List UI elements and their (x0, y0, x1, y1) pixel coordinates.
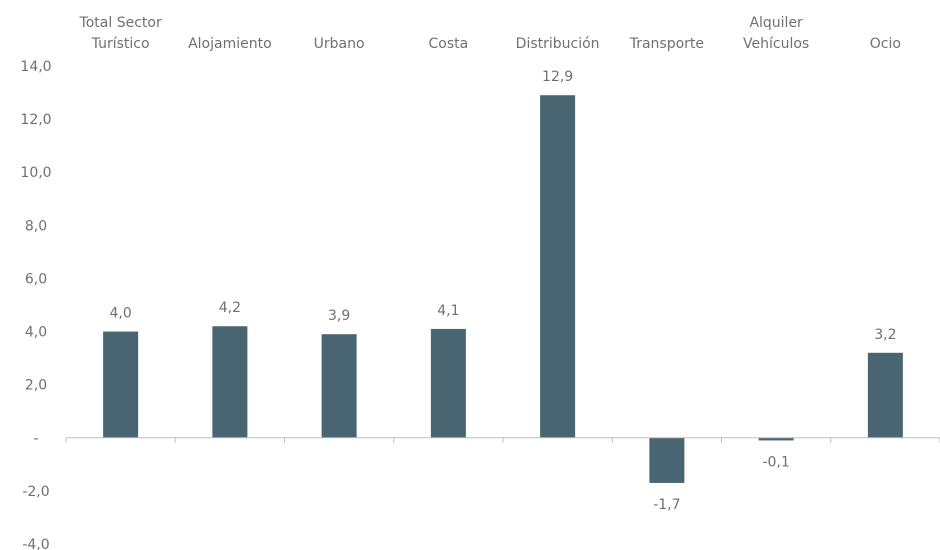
category-labels: Total Sector Turístico Alojamiento Urbano Co… (79, 15, 901, 52)
bar (867, 352, 903, 438)
data-label: 3,9 (328, 308, 350, 324)
category-label: Distribución (516, 36, 600, 52)
data-label: 4,1 (437, 303, 459, 319)
bars (103, 95, 903, 483)
data-label: 3,2 (874, 327, 896, 343)
y-tick-label: - (33, 431, 38, 447)
y-tick-label: 2,0 (25, 378, 47, 394)
data-label: 12,9 (542, 69, 573, 85)
category-label: Urbano (314, 36, 365, 52)
data-label: 4,0 (109, 306, 131, 322)
y-tick-label: 14,0 (20, 59, 51, 75)
category-label: Transporte (629, 36, 704, 52)
data-label: -1,7 (653, 497, 680, 513)
bar (212, 326, 248, 438)
y-axis-tick-labels: 14,0 12,0 10,0 8,0 6,0 4,0 2,0 - -2,0 -4,0 (20, 59, 51, 550)
category-label: Alojamiento (188, 36, 272, 52)
y-tick-label: 8,0 (25, 218, 47, 234)
category-label: Total Sector (79, 15, 162, 31)
y-tick-label: -4,0 (22, 537, 49, 550)
data-label: -0,1 (762, 454, 789, 470)
y-tick-label: 6,0 (25, 271, 47, 287)
category-label: Vehículos (743, 36, 809, 52)
y-tick-label: 10,0 (20, 165, 51, 181)
data-label: 4,2 (219, 300, 241, 316)
data-labels: 4,0 4,2 3,9 4,1 12,9 -1,7 -0,1 3,2 (109, 69, 896, 513)
bar (103, 331, 139, 438)
category-label: Ocio (870, 36, 901, 52)
y-tick-label: 12,0 (20, 112, 51, 128)
y-tick-label: 4,0 (25, 325, 47, 341)
bar (649, 437, 685, 483)
bar (430, 328, 466, 438)
bar (758, 437, 794, 441)
zero-axis (65, 437, 940, 443)
bar (540, 95, 576, 438)
y-tick-label: -2,0 (22, 484, 49, 500)
category-label: Alquiler (749, 15, 803, 31)
category-label: Costa (429, 36, 469, 52)
category-label: Turístico (91, 36, 150, 52)
bar (321, 334, 357, 438)
